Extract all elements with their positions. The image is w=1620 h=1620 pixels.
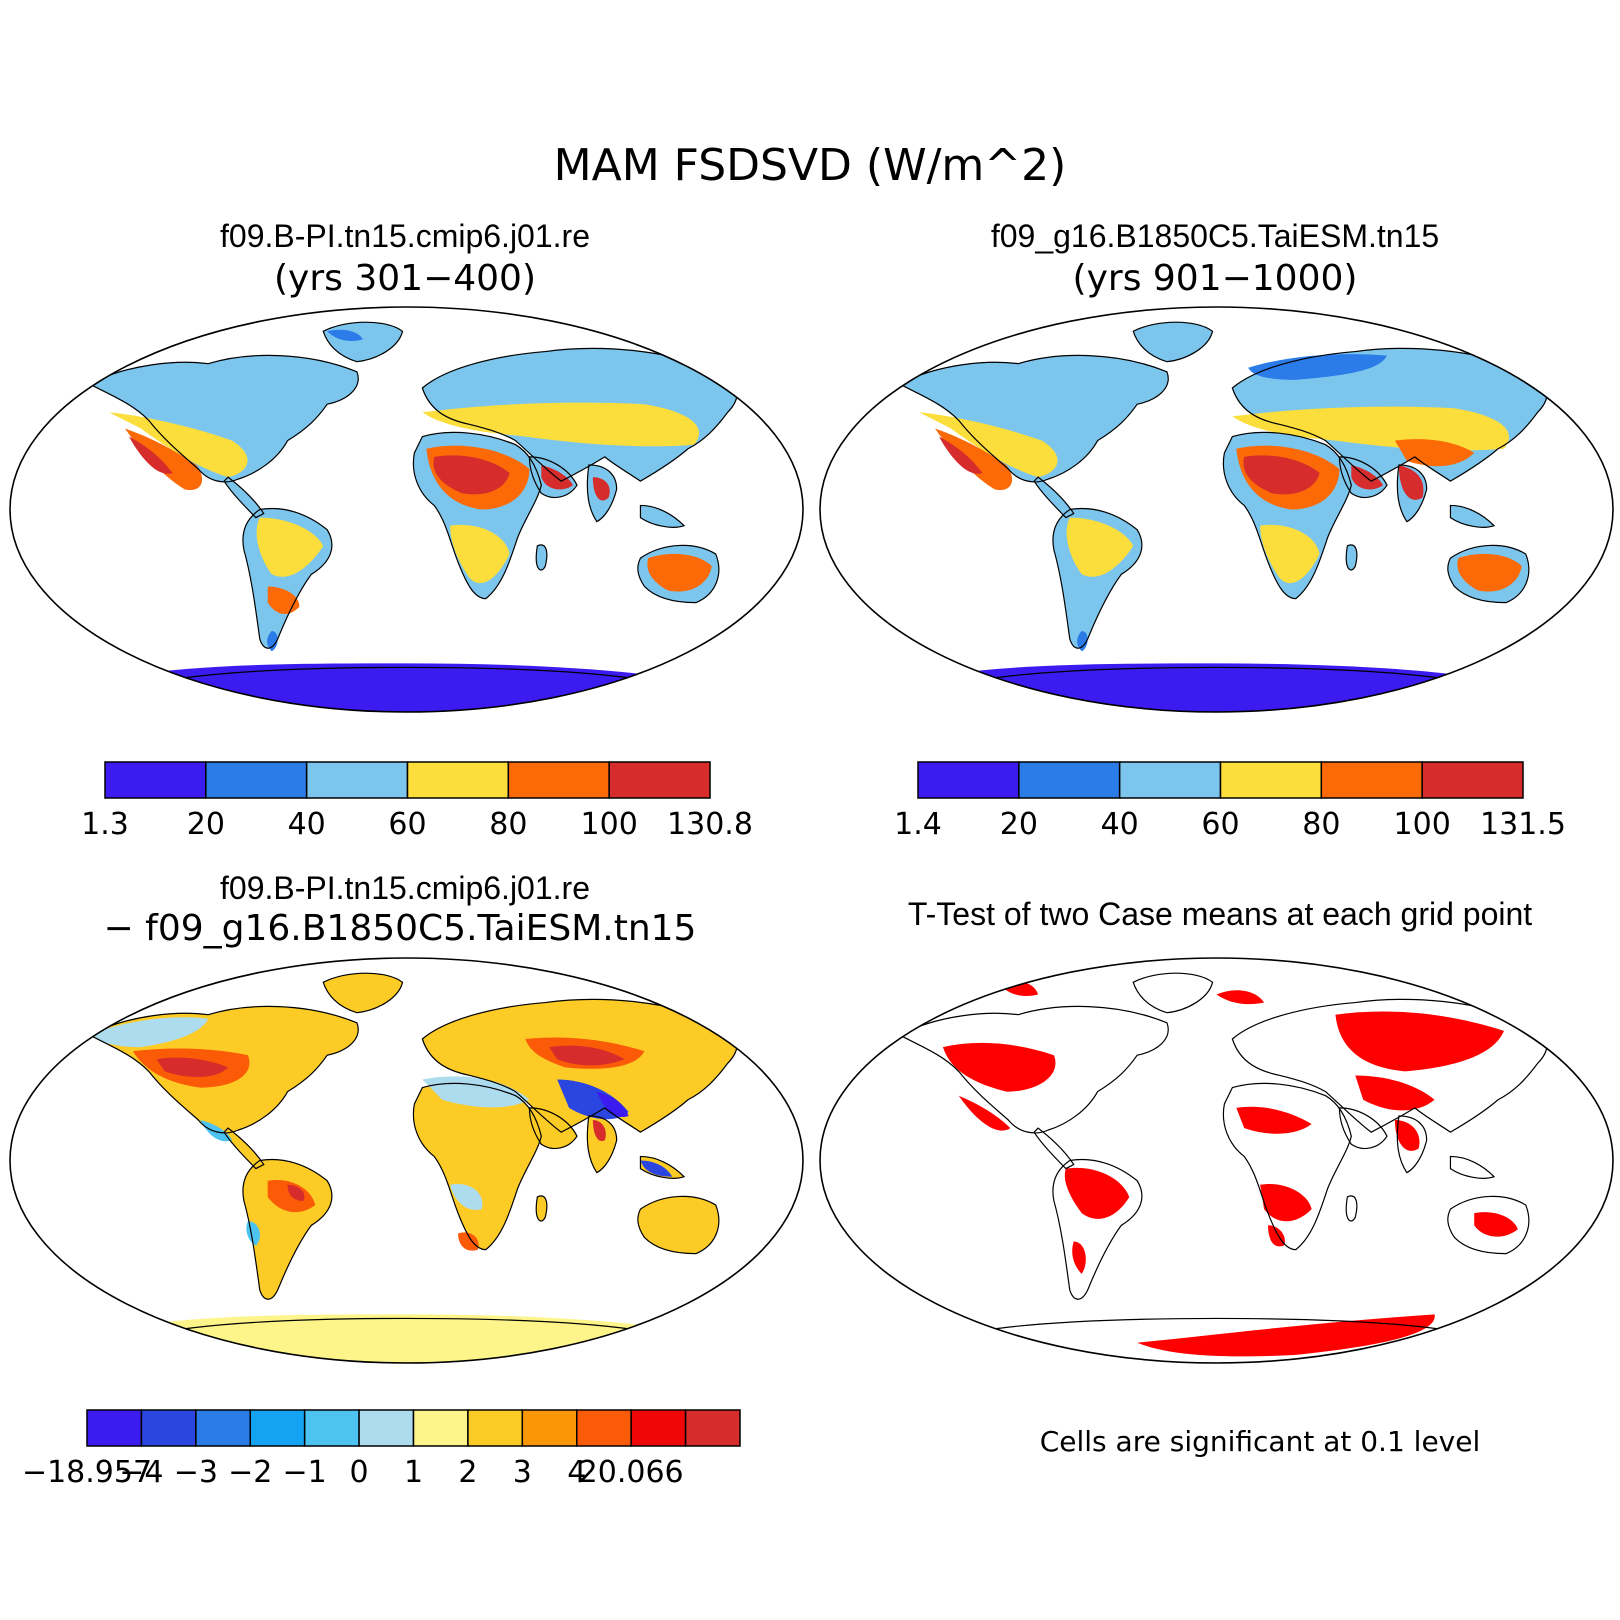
colorbar-tick-label: 80 (489, 807, 527, 842)
colorbar-tick-label: 2 (458, 1455, 477, 1490)
colorbar-swatch (140, 1409, 197, 1447)
colorbar-swatch (467, 1409, 524, 1447)
panel2-map (819, 306, 1614, 713)
colorbar-swatch (303, 1409, 360, 1447)
figure-title: MAM FSDSVD (W/m^2) (553, 140, 1067, 191)
colorbar-tick-label: 3 (513, 1455, 532, 1490)
colorbar-swatch (1018, 761, 1121, 799)
colorbar-tick-label: 20 (187, 807, 225, 842)
panel1-map (9, 306, 804, 713)
colorbar-swatch (1118, 761, 1222, 799)
colorbar-panel1: 1.3 20 40 60 80 100 130.8 (81, 761, 753, 842)
colorbar-tick-label: 100 (581, 807, 638, 842)
colorbar-swatch (358, 1409, 415, 1447)
colorbar-swatch (521, 1409, 578, 1447)
colorbar-tick-label: 1.3 (81, 807, 129, 842)
colorbar-swatch (205, 761, 308, 799)
colorbar-swatch (630, 1409, 687, 1447)
colorbar-swatch (86, 1409, 143, 1447)
panel3-map (9, 957, 804, 1364)
colorbar-tick-label: 100 (1394, 807, 1451, 842)
colorbar-tick-label: −3 (174, 1455, 218, 1490)
colorbar-swatch (1421, 761, 1524, 799)
colorbar-swatch (249, 1409, 306, 1447)
colorbar-swatch (406, 761, 510, 799)
colorbar-tick-label: 60 (1201, 807, 1239, 842)
colorbar-tick-label: 40 (288, 807, 326, 842)
colorbar-tick-label: 4 (567, 1455, 586, 1490)
panel1-title: f09.B-PI.tn15.cmip6.j01.re (220, 218, 590, 254)
colorbar-swatch (608, 761, 711, 799)
panel2-title: f09_g16.B1850C5.TaiESM.tn15 (990, 218, 1440, 254)
colorbar-swatch (684, 1409, 741, 1447)
panel3-subtitle: − f09_g16.B1850C5.TaiESM.tn15 (103, 908, 697, 949)
colorbar-tick-label: −2 (228, 1455, 272, 1490)
significance-note: Cells are significant at 0.1 level (1039, 1425, 1481, 1458)
colorbar-tick-label: 80 (1302, 807, 1340, 842)
colorbar-tick-label: −1 (283, 1455, 327, 1490)
colorbar-tick-label: 1 (404, 1455, 423, 1490)
panel3-title: f09.B-PI.tn15.cmip6.j01.re (220, 870, 590, 906)
panel2-subtitle: (yrs 901−1000) (1072, 258, 1358, 299)
colorbar-swatch (917, 761, 1020, 799)
colorbar-panel2: 1.4 20 40 60 80 100 131.5 (894, 761, 1566, 842)
colorbar-tick-label: 60 (388, 807, 426, 842)
colorbar-swatch (576, 1409, 632, 1447)
colorbar-panel3: −18.957−4 −3 −2 −1 0 1 2 3 420.066 (22, 1409, 741, 1490)
colorbar-tick-label: 20 (1000, 807, 1038, 842)
colorbar-swatch (195, 1409, 251, 1447)
colorbar-swatch (305, 761, 409, 799)
panel4-title: T-Test of two Case means at each grid po… (907, 896, 1533, 932)
colorbar-tick-label: −18.957 (22, 1455, 152, 1490)
colorbar-swatch (1219, 761, 1323, 799)
colorbar-swatch (507, 761, 610, 799)
colorbar-tick-label: 130.8 (667, 807, 753, 842)
panel4-map (819, 957, 1614, 1364)
colorbar-swatch (1320, 761, 1423, 799)
colorbar-tick-label: 131.5 (1480, 807, 1566, 842)
colorbar-tick-label: 1.4 (894, 807, 942, 842)
colorbar-tick-label: 20.066 (579, 1455, 684, 1490)
colorbar-swatch (104, 761, 207, 799)
colorbar-tick-label: 0 (350, 1455, 369, 1490)
panel1-subtitle: (yrs 301−400) (274, 258, 536, 299)
colorbar-tick-label: 40 (1101, 807, 1139, 842)
colorbar-swatch (412, 1409, 469, 1447)
colorbar-tick-label: −4 (119, 1455, 163, 1490)
